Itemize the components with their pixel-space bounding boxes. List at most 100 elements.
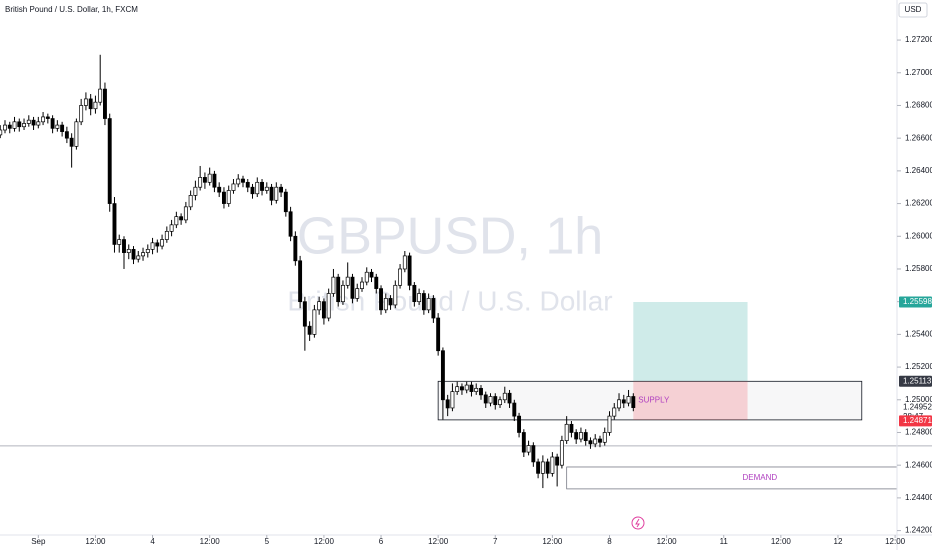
candle-body [388, 298, 393, 306]
candle-body [417, 293, 422, 303]
y-tick-label: 1.24800 [905, 428, 932, 437]
candle-body [193, 186, 198, 196]
alert-bolt [635, 518, 640, 528]
candle-body [245, 181, 250, 188]
candle-body [588, 440, 593, 445]
candle-body [117, 239, 122, 245]
price-label-bg [899, 375, 932, 387]
candle-body [526, 445, 531, 453]
candle-body [183, 206, 188, 221]
alert-icon[interactable] [631, 516, 645, 530]
y-tick-label: 1.26800 [905, 101, 932, 110]
candle-body [260, 181, 264, 191]
x-tick-label: 12:00 [200, 537, 221, 546]
candle-body [402, 255, 407, 270]
x-tick-label: 12:00 [85, 537, 106, 546]
candle-body [26, 119, 31, 124]
candle-body [593, 438, 598, 445]
chart-title: British Pound / U.S. Dollar, 1h, FXCM [5, 5, 138, 14]
candle-body [469, 384, 474, 392]
candle-body [545, 461, 550, 474]
x-tick-label: Sep [31, 537, 46, 546]
candle-body [255, 181, 260, 195]
candle-body [631, 396, 636, 408]
candle-body [236, 178, 241, 185]
candle-body [436, 317, 441, 352]
currency-button[interactable] [898, 2, 928, 18]
candle-body [41, 116, 46, 123]
candle-body [55, 124, 60, 129]
candle-body [264, 186, 269, 191]
demand-label: DEMAND [742, 473, 777, 482]
candle-body [583, 432, 588, 442]
candle-body [326, 293, 331, 319]
candle-body [350, 276, 355, 299]
candle-body [550, 456, 555, 474]
candle-body [521, 432, 526, 453]
candle-body [340, 284, 345, 303]
candle-body [293, 235, 298, 262]
candle-body [602, 432, 607, 443]
candle-body [383, 298, 388, 311]
candle-body [3, 124, 7, 131]
candle-body [450, 391, 455, 409]
candle-body [540, 461, 545, 474]
candle-body [536, 461, 541, 474]
y-tick-label: 1.24400 [905, 493, 932, 502]
candle-body [479, 387, 483, 396]
price-label-bg [899, 296, 932, 308]
candle-body [217, 186, 222, 193]
candle-body [488, 396, 493, 404]
candle-body [393, 284, 398, 306]
candle-body [612, 407, 617, 417]
candle-body [231, 183, 236, 191]
candle-body [464, 384, 469, 391]
candle-body [98, 88, 103, 103]
candle-body [498, 399, 502, 406]
candle-body [317, 301, 322, 311]
candle-body [141, 252, 145, 257]
y-tick-label: 1.24200 [905, 526, 932, 535]
price-label: 1.24952 [903, 403, 932, 412]
candle-body [202, 177, 207, 183]
candle-body [379, 288, 383, 311]
candle-body [160, 239, 165, 247]
candle-body [112, 203, 117, 245]
candle-body [355, 288, 360, 299]
candle-body [31, 119, 36, 126]
y-tick-label: 1.27000 [905, 68, 932, 77]
candle-body [312, 309, 317, 335]
x-tick-label: 12 [834, 537, 843, 546]
candle-body [426, 298, 431, 311]
currency[interactable]: USD [905, 5, 922, 14]
candle-body [321, 301, 326, 319]
candle-body [45, 116, 50, 119]
candle-body [150, 242, 155, 250]
candle-body [621, 399, 626, 404]
candle-body [407, 255, 412, 286]
candle-body [517, 415, 522, 433]
candle-body [483, 394, 488, 404]
candle-body [445, 399, 450, 409]
candle-body [298, 260, 303, 303]
candle-body [474, 387, 479, 392]
candle-body [226, 190, 231, 204]
candle-body [364, 271, 369, 283]
candle-body [174, 216, 179, 226]
candle-body [564, 423, 569, 442]
x-tick-label: 11 [720, 537, 729, 546]
x-tick-label: 12:00 [314, 537, 335, 546]
candle-body [502, 392, 507, 401]
candle-body [374, 276, 379, 289]
x-tick-label: 12:00 [428, 537, 449, 546]
candle-body [155, 242, 160, 247]
candle-body [598, 438, 602, 443]
x-tick-label: 12:00 [657, 537, 678, 546]
candle-body [421, 293, 426, 311]
x-tick-label: 12:00 [771, 537, 792, 546]
candle-body [574, 432, 579, 440]
candle-body [283, 191, 288, 213]
y-tick-label: 1.26600 [905, 133, 932, 142]
